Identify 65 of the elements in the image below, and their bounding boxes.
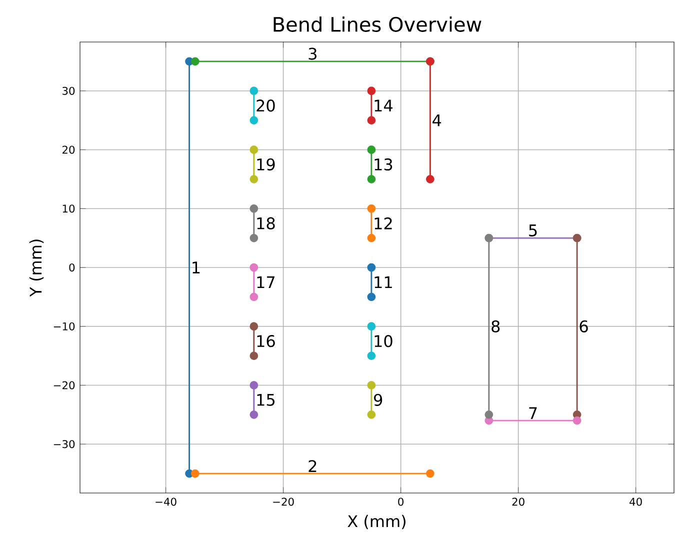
y-tick-label: 20 <box>62 146 75 154</box>
point <box>250 352 258 360</box>
y-tick-label: 0 <box>69 263 75 272</box>
point <box>367 146 376 154</box>
point <box>367 410 376 419</box>
x-tick-label: 20 <box>512 498 524 506</box>
point <box>367 322 376 331</box>
point <box>367 352 376 360</box>
point <box>484 410 494 419</box>
x-tick-label: −20 <box>273 498 294 506</box>
series-label: 4 <box>432 114 442 126</box>
x-tick-label: 40 <box>630 498 642 506</box>
point <box>190 469 200 478</box>
y-tick-label: −30 <box>54 440 75 448</box>
series-label: 6 <box>580 320 588 332</box>
point <box>250 292 258 302</box>
point <box>250 86 258 96</box>
point <box>367 174 376 184</box>
point <box>426 174 434 184</box>
point <box>426 469 434 478</box>
series-label: 9 <box>374 394 382 406</box>
y-tick-label: −20 <box>54 381 75 390</box>
series-label: 18 <box>257 217 275 230</box>
series-label: 11 <box>374 276 392 288</box>
point <box>367 292 376 302</box>
point <box>250 116 258 124</box>
series-label: 19 <box>257 158 275 171</box>
point <box>367 86 376 96</box>
point <box>367 381 376 390</box>
point <box>250 204 258 213</box>
series-label: 13 <box>374 158 392 171</box>
point <box>250 381 258 390</box>
series-label: 5 <box>529 224 537 236</box>
series-label: 14 <box>374 100 392 112</box>
x-axis-title: X (mm) <box>348 514 406 530</box>
series-label: 20 <box>256 100 275 112</box>
point <box>250 146 258 154</box>
chart-title: Bend Lines Overview <box>274 16 482 32</box>
point <box>250 410 258 419</box>
series-label: 17 <box>257 276 274 288</box>
point <box>190 57 200 66</box>
y-tick-label: 10 <box>62 204 75 213</box>
y-axis-title: Y (mm) <box>29 240 44 297</box>
series-label: 2 <box>308 460 316 472</box>
x-tick-label: −40 <box>156 498 176 506</box>
point <box>367 204 376 213</box>
series-label: 10 <box>374 335 392 348</box>
series-label: 1 <box>192 262 200 274</box>
y-tick-label: −10 <box>54 322 75 330</box>
point <box>250 234 258 242</box>
y-tick-label: 30 <box>62 86 75 95</box>
point <box>250 322 258 331</box>
point <box>367 234 376 242</box>
series-label: 3 <box>308 48 316 60</box>
series-label: 7 <box>529 407 537 419</box>
point <box>367 116 376 124</box>
x-tick-label: 0 <box>398 498 404 506</box>
series-label: 15 <box>257 394 274 406</box>
point <box>572 416 582 425</box>
point <box>367 263 376 272</box>
point <box>250 174 258 184</box>
series-label: 8 <box>492 320 500 332</box>
series-label: 12 <box>374 217 392 230</box>
point <box>250 263 258 272</box>
series-label: 16 <box>257 335 275 348</box>
